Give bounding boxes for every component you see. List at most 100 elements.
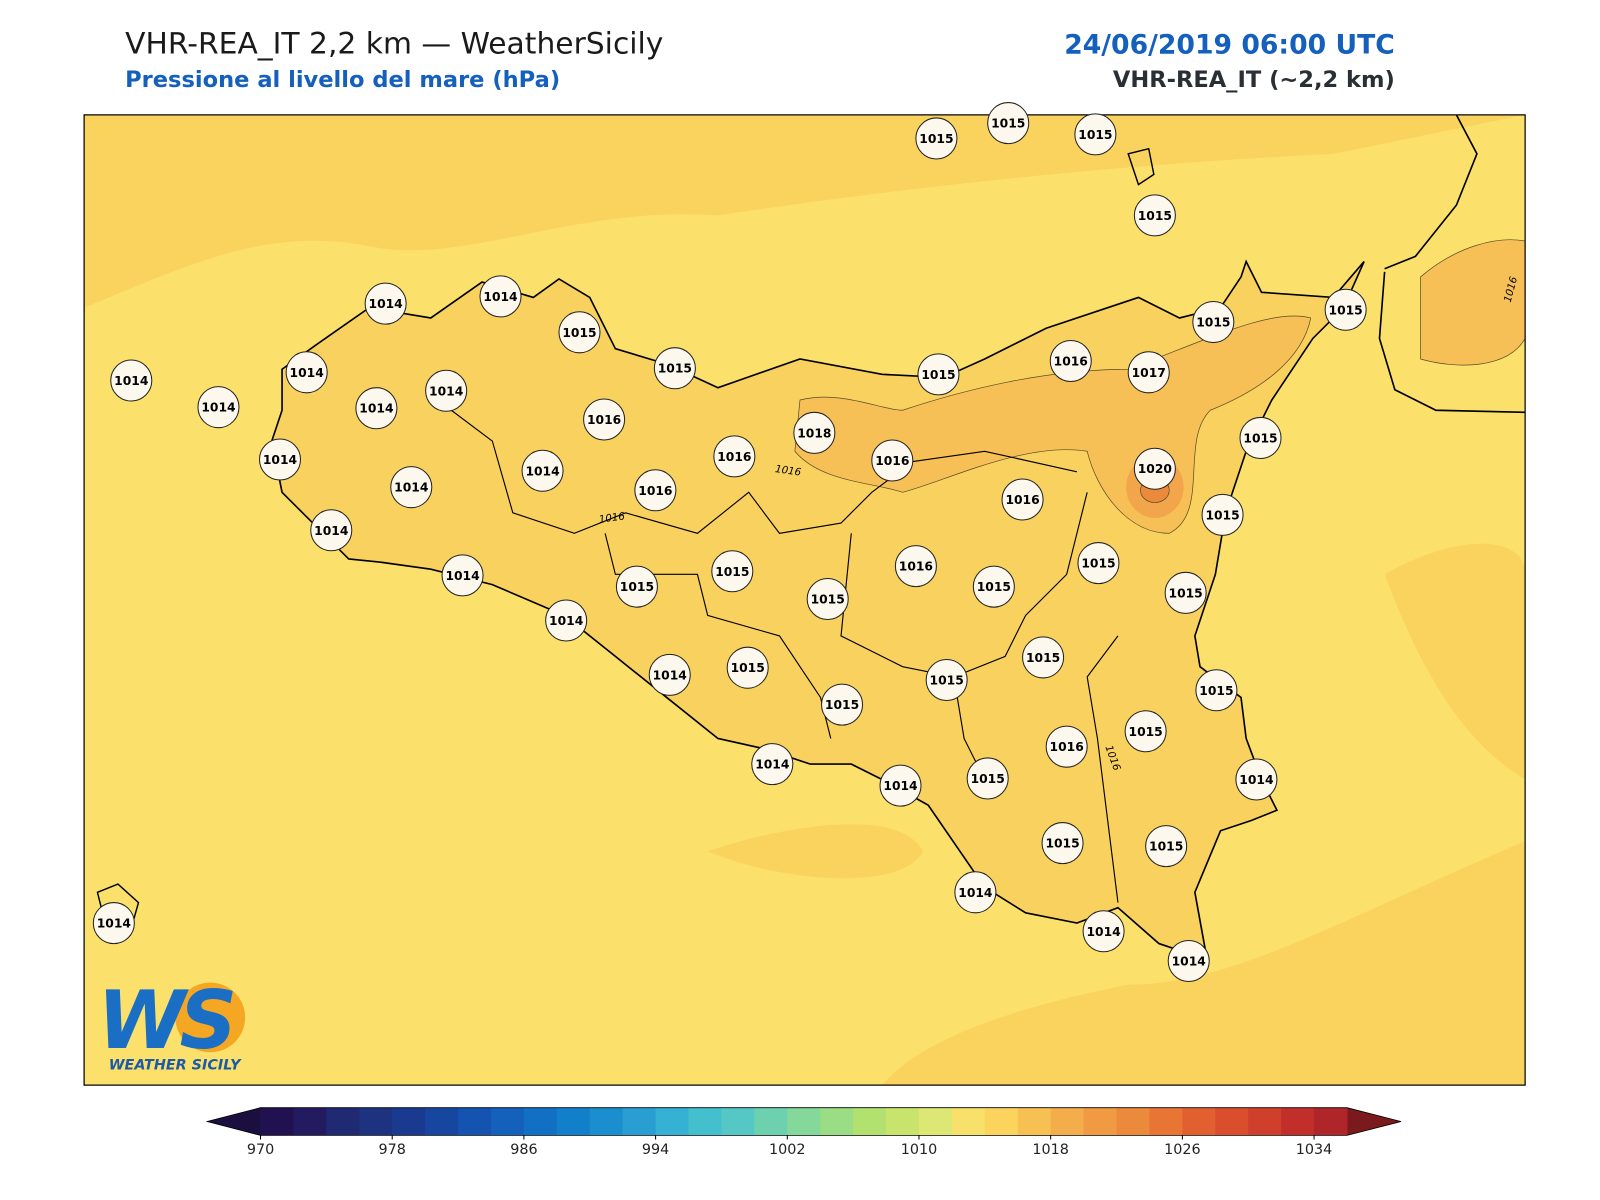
station: 1014	[1082, 910, 1125, 953]
station: 1014	[1235, 758, 1278, 801]
station-marker	[1082, 910, 1125, 953]
station-value: 1015	[1129, 725, 1163, 739]
station: 1015	[1239, 416, 1282, 459]
station-value: 1014	[445, 569, 479, 583]
station-marker	[1045, 725, 1088, 768]
colorbar-segment	[425, 1107, 459, 1136]
station-marker	[634, 469, 677, 512]
station-marker	[558, 311, 601, 354]
station: 1014	[92, 902, 135, 945]
colorbar-segment	[622, 1107, 657, 1136]
colorbar-segment	[1017, 1107, 1052, 1136]
station-value: 1015	[1243, 431, 1277, 445]
colorbar: 970 978 986 994 1002 1010 1018 1026 1034	[205, 1107, 1402, 1158]
station-value: 1014	[201, 401, 235, 415]
date: 24/06/2019 06:00 UTC	[1064, 29, 1395, 60]
station: 1017	[1127, 351, 1170, 394]
station-marker	[1074, 113, 1117, 156]
colorbar-segment	[655, 1107, 690, 1136]
station-marker	[1201, 493, 1244, 536]
station-marker	[821, 683, 864, 726]
station-marker	[92, 902, 135, 945]
station: 1016	[1049, 340, 1092, 383]
colorbar-segment	[1281, 1107, 1315, 1136]
colorbar-segment	[1050, 1107, 1085, 1136]
colorbar-segment	[1215, 1107, 1249, 1136]
station-value: 1014	[1086, 925, 1120, 939]
station: 1015	[1074, 113, 1117, 156]
station-marker	[197, 386, 240, 429]
colorbar-segment	[951, 1107, 986, 1136]
contour-label: 1016	[774, 463, 802, 479]
station-value: 1016	[638, 484, 672, 498]
colorbar-tick-label: 986	[510, 1142, 537, 1158]
station-value: 1014	[1239, 773, 1273, 787]
colorbar-segment	[359, 1107, 393, 1136]
station: 1015	[653, 347, 696, 390]
station-marker	[793, 411, 836, 454]
station-value: 1014	[359, 402, 393, 416]
station-value: 1014	[525, 464, 559, 478]
station-value: 1015	[731, 661, 765, 675]
station: 1015	[821, 683, 864, 726]
colorbar-segment	[787, 1107, 821, 1136]
station-value: 1016	[587, 413, 621, 427]
station: 1016	[871, 439, 914, 482]
station: 1014	[258, 438, 302, 481]
station-marker	[1127, 351, 1170, 394]
station-value: 1015	[991, 117, 1025, 131]
station-value: 1015	[1081, 557, 1115, 571]
station-marker	[1324, 288, 1367, 331]
colorbar-segment	[984, 1107, 1019, 1136]
station-marker	[545, 599, 588, 642]
station: 1016	[713, 435, 756, 478]
station: 1014	[545, 599, 588, 642]
station-marker	[871, 439, 914, 482]
station: 1014	[285, 351, 328, 394]
colorbar-segment	[523, 1107, 558, 1136]
station-marker	[1239, 416, 1282, 459]
colorbar-tick-label: 978	[379, 1142, 406, 1158]
station-value: 1017	[1132, 366, 1166, 380]
colorbar-extend-high	[1346, 1107, 1402, 1136]
station-marker	[1167, 940, 1210, 983]
colorbar-segment	[1149, 1107, 1183, 1136]
station: 1015	[1041, 822, 1084, 865]
station: 1015	[1201, 493, 1244, 536]
station-marker	[1077, 542, 1120, 585]
colorbar-segment	[260, 1107, 294, 1136]
station-value: 1014	[97, 917, 131, 931]
colorbar-segment	[556, 1107, 591, 1136]
station: 1015	[917, 353, 960, 396]
station: 1015	[972, 565, 1015, 608]
colorbar-segment	[688, 1107, 722, 1136]
station: 1014	[425, 369, 468, 412]
station-value: 1015	[971, 772, 1005, 786]
station-value: 1015	[1169, 586, 1203, 600]
colorbar-tick-label: 1018	[1032, 1142, 1069, 1158]
station-marker	[648, 653, 691, 696]
station-marker	[1195, 669, 1238, 712]
station-value: 1016	[1050, 740, 1084, 754]
station: 1015	[806, 577, 849, 620]
station-value: 1015	[1329, 303, 1363, 317]
station-value: 1015	[620, 580, 654, 594]
colorbar-tick-label: 994	[642, 1142, 669, 1158]
station: 1015	[1324, 288, 1367, 331]
station-value: 1015	[1149, 840, 1183, 854]
station: 1015	[1145, 825, 1188, 868]
station-marker	[713, 435, 756, 478]
map: 1016 1016 1016 1016 1015 1015 1015 1015 1014…	[83, 102, 1526, 1086]
station: 1015	[1192, 301, 1235, 344]
station: 1014	[1167, 940, 1210, 983]
colorbar-segment	[1116, 1107, 1150, 1136]
colorbar-segment	[458, 1107, 492, 1136]
colorbar-outline	[205, 1107, 1402, 1136]
station: 1016	[894, 545, 937, 588]
colorbar-segment	[1314, 1107, 1348, 1136]
station-value: 1015	[1199, 684, 1233, 698]
station-marker	[966, 757, 1009, 800]
logo: WS WEATHER SICILY	[97, 974, 246, 1074]
coastline	[270, 259, 1365, 955]
